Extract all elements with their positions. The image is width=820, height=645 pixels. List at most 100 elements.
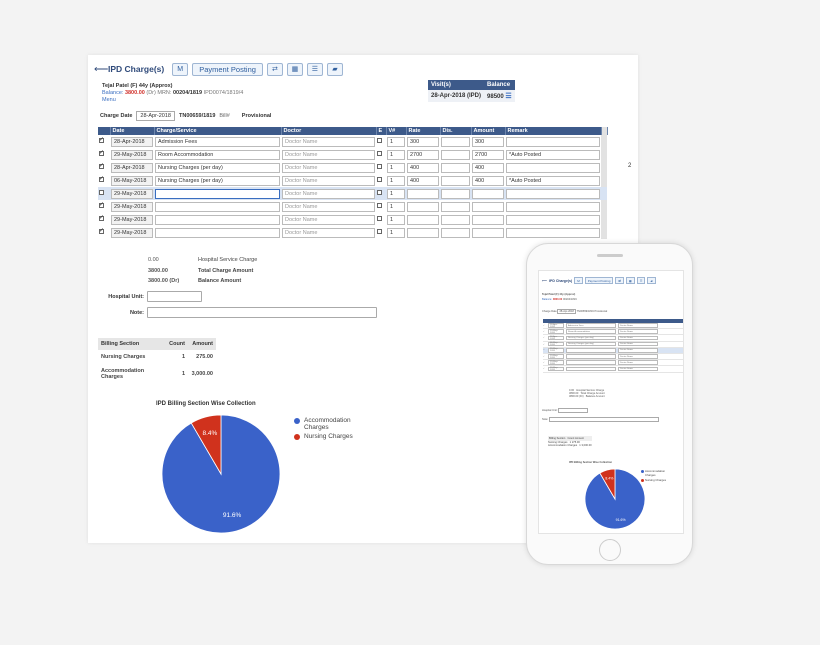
list-icon[interactable]: ☰	[306, 62, 323, 76]
doctor-input[interactable]: Doctor Name	[282, 227, 375, 238]
mobile-date-input[interactable]: 29-May-2018	[548, 360, 564, 366]
mobile-payment-posting-button[interactable]: Payment Posting	[584, 277, 614, 284]
mobile-folder-icon[interactable]: ▰	[647, 277, 656, 284]
date-input[interactable]: 29-May-2018	[111, 149, 153, 160]
remark-input[interactable]	[506, 214, 600, 225]
row-checkbox[interactable]	[99, 214, 104, 221]
v-input[interactable]: 1	[387, 175, 405, 186]
remark-input[interactable]	[506, 227, 600, 238]
e-checkbox[interactable]	[377, 164, 382, 169]
mobile-doctor-input[interactable]: Doctor Name	[618, 360, 658, 366]
service-input[interactable]	[155, 201, 280, 212]
mobile-date-input[interactable]: 28-Apr-2018	[548, 323, 564, 328]
mobile-legend-item[interactable]: Accommodation Charges	[641, 469, 675, 477]
doctor-input[interactable]: Doctor Name	[282, 214, 375, 225]
grid-scrollbar[interactable]	[601, 187, 607, 200]
mobile-date-input[interactable]: 29-May-2018	[548, 348, 564, 353]
mobile-row-checkbox[interactable]: ✓	[543, 356, 545, 359]
rate-input[interactable]	[407, 188, 439, 199]
mobile-service-input[interactable]	[566, 354, 616, 359]
mobile-service-input[interactable]: Nursing Charges (per day)	[566, 335, 616, 341]
payment-posting-button[interactable]: Payment Posting	[192, 62, 263, 76]
discount-input[interactable]	[441, 188, 470, 199]
pie-slice-accommodation-charges[interactable]	[162, 415, 280, 533]
date-input[interactable]: 29-May-2018	[111, 201, 153, 212]
e-checkbox[interactable]	[377, 190, 382, 195]
grid-scrollbar[interactable]	[601, 161, 607, 174]
remark-input[interactable]	[506, 136, 600, 147]
doctor-input[interactable]: Doctor Name	[282, 201, 375, 212]
remark-input[interactable]: *Auto Posted	[506, 149, 600, 160]
date-input[interactable]: 28-Apr-2018	[111, 136, 153, 147]
remark-input[interactable]	[506, 201, 600, 212]
e-checkbox[interactable]	[377, 216, 382, 221]
doctor-input[interactable]: Doctor Name	[282, 188, 375, 199]
row-checkbox[interactable]	[99, 149, 104, 156]
mobile-row-checkbox[interactable]: □	[543, 349, 545, 352]
mobile-date-input[interactable]: 29-May-2018	[548, 329, 564, 335]
mobile-doctor-input[interactable]: Doctor Name	[618, 341, 658, 347]
service-input[interactable]	[155, 214, 280, 225]
grid-scrollbar[interactable]	[601, 148, 607, 161]
grid-scrollbar[interactable]	[601, 213, 607, 226]
service-input[interactable]	[155, 188, 280, 199]
rate-input[interactable]	[407, 227, 439, 238]
rate-input[interactable]: 2700	[407, 149, 439, 160]
mobile-row-checkbox[interactable]: ✓	[543, 362, 545, 365]
mobile-list-icon[interactable]: ☰	[636, 277, 646, 284]
row-checkbox[interactable]	[99, 162, 104, 169]
doctor-input[interactable]: Doctor Name	[282, 149, 375, 160]
mobile-date-input[interactable]: 29-May-2018	[548, 354, 564, 359]
mobile-transfer-icon[interactable]: ⇄	[615, 277, 624, 284]
mobile-service-input[interactable]: Admission Fees	[566, 323, 616, 328]
discount-input[interactable]	[441, 149, 470, 160]
mobile-doctor-input[interactable]: Doctor Name	[618, 335, 658, 341]
mobile-row-checkbox[interactable]: ✓	[543, 337, 545, 340]
hospital-unit-input[interactable]	[147, 291, 202, 302]
row-checkbox[interactable]	[99, 201, 104, 208]
mobile-row-checkbox[interactable]: ✓	[543, 343, 545, 346]
v-input[interactable]: 1	[387, 227, 405, 238]
e-checkbox[interactable]	[377, 229, 382, 234]
back-arrow-icon[interactable]: ⟵	[94, 63, 109, 75]
mobile-doctor-input[interactable]: Doctor Name	[618, 354, 658, 359]
mobile-date-input[interactable]: 06-May-2018	[548, 341, 564, 347]
discount-input[interactable]	[441, 136, 470, 147]
remark-input[interactable]	[506, 188, 600, 199]
rate-input[interactable]: 300	[407, 136, 439, 147]
date-input[interactable]: 29-May-2018	[111, 214, 153, 225]
row-checkbox[interactable]	[99, 190, 104, 195]
mobile-row-checkbox[interactable]: ✓	[543, 331, 545, 334]
service-input[interactable]: Room Accommodation	[155, 149, 280, 160]
amount-input[interactable]	[472, 227, 504, 238]
v-input[interactable]: 1	[387, 149, 405, 160]
mobile-row-checkbox[interactable]: ✓	[543, 325, 545, 328]
discount-input[interactable]	[441, 201, 470, 212]
mobile-service-input[interactable]	[566, 360, 616, 366]
mobile-note-input[interactable]	[548, 417, 659, 422]
rate-input[interactable]: 400	[407, 175, 439, 186]
mobile-pie-slice-nursing-charges[interactable]	[599, 469, 616, 501]
row-checkbox[interactable]	[99, 136, 104, 143]
amount-input[interactable]	[472, 201, 504, 212]
mobile-row-checkbox[interactable]: ✓	[543, 368, 545, 371]
amount-input[interactable]: 300	[472, 136, 504, 147]
v-input[interactable]: 1	[387, 201, 405, 212]
mobile-service-input[interactable]	[566, 348, 616, 353]
row-checkbox[interactable]	[99, 175, 104, 182]
date-input[interactable]: 28-Apr-2018	[111, 162, 153, 173]
amount-input[interactable]: 2700	[472, 149, 504, 160]
service-input[interactable]: Nursing Charges (per day)	[155, 175, 280, 186]
e-checkbox[interactable]	[377, 138, 382, 143]
grid-scrollbar[interactable]	[601, 127, 608, 135]
grid-scrollbar[interactable]	[601, 226, 607, 239]
mobile-doctor-input[interactable]: Doctor Name	[618, 366, 658, 372]
pie-slice-nursing-charges[interactable]	[190, 415, 222, 476]
list-icon[interactable]: ☰	[505, 93, 512, 100]
calendar-icon[interactable]: ▦	[286, 62, 303, 76]
v-input[interactable]: 1	[387, 214, 405, 225]
grid-scrollbar[interactable]	[601, 174, 607, 187]
mobile-date-input[interactable]: 28-Apr-2018	[548, 335, 564, 341]
doctor-input[interactable]: Doctor Name	[282, 175, 375, 186]
note-input[interactable]	[147, 307, 377, 318]
